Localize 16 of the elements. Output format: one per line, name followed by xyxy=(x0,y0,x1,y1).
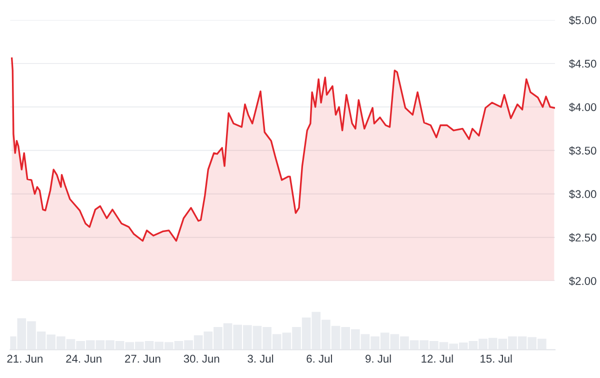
y-tick-label: $3.50 xyxy=(569,146,596,156)
y-tick-label: $4.00 xyxy=(569,102,596,112)
x-tick-label: 3. Jul xyxy=(248,354,274,363)
x-tick-label: 15. Jul xyxy=(480,354,512,363)
x-tick-label: 21. Jun xyxy=(7,354,42,363)
x-tick-label: 12. Jul xyxy=(422,354,453,363)
x-tick-label: 24. Jun xyxy=(66,354,102,363)
y-tick-label: $2.50 xyxy=(569,233,596,242)
y-tick-label: $4.50 xyxy=(569,59,596,68)
y-tick-label: $5.00 xyxy=(569,16,596,25)
x-tick-label: 27. Jun xyxy=(125,354,160,363)
y-tick-label: $2.00 xyxy=(569,276,596,286)
x-tick-label: 9. Jul xyxy=(366,354,391,363)
x-tick-label: 6. Jul xyxy=(306,354,332,363)
x-tick-label: 30. Jun xyxy=(184,354,220,363)
y-tick-label: $3.00 xyxy=(569,190,596,199)
